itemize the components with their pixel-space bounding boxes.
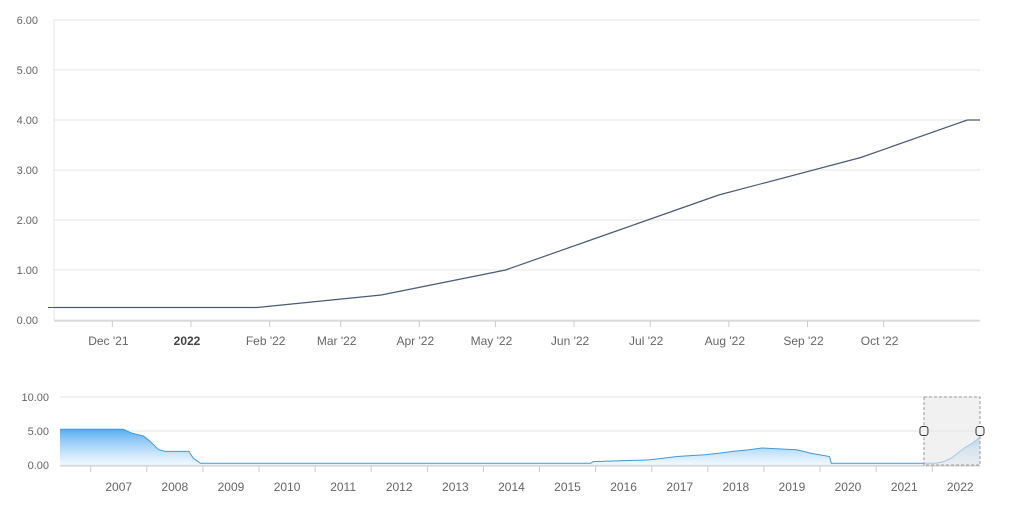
main-x-tick-label: Mar '22 bbox=[317, 334, 357, 348]
main-y-tick-label: 1.00 bbox=[17, 265, 38, 277]
main-y-tick-label: 5.00 bbox=[17, 65, 38, 77]
main-x-tick-label: 2022 bbox=[174, 334, 201, 348]
main-series bbox=[48, 119, 980, 309]
navigator-gridlines bbox=[60, 396, 980, 466]
navigator-y-tick-label: 10.00 bbox=[21, 392, 49, 404]
navigator-left-handle[interactable] bbox=[919, 426, 929, 436]
navigator-series-area bbox=[60, 429, 980, 465]
main-plot: 0.00 1.00 2.00 3.00 4.00 5.00 6.00 Dec '21 2022… bbox=[17, 15, 980, 348]
main-x-tick-label: Sep '22 bbox=[783, 334, 824, 348]
main-x-tick-label: Apr '22 bbox=[396, 334, 434, 348]
navigator-selection[interactable] bbox=[919, 396, 985, 466]
main-x-tick-label: May '22 bbox=[471, 334, 513, 348]
navigator-x-tick-label: 2011 bbox=[330, 480, 356, 494]
navigator-x-axis: 2007 2008 2009 2010 2011 2012 2013 2014 2015 2016… bbox=[60, 465, 980, 494]
main-x-tick-label: Aug '22 bbox=[705, 334, 746, 348]
main-x-tick-label: Jul '22 bbox=[629, 334, 664, 348]
navigator-x-tick-label: 2008 bbox=[161, 480, 188, 494]
navigator-x-tick-label: 2007 bbox=[105, 480, 132, 494]
navigator-y-axis: 0.00 5.00 10.00 bbox=[21, 392, 49, 472]
navigator-right-handle[interactable] bbox=[975, 426, 985, 436]
navigator-series-line bbox=[60, 428, 980, 464]
main-y-tick-label: 4.00 bbox=[17, 115, 38, 127]
navigator-x-tick-label: 2016 bbox=[610, 480, 637, 494]
navigator-x-tick-label: 2013 bbox=[442, 480, 469, 494]
main-x-tick-label: Feb '22 bbox=[246, 334, 286, 348]
navigator-x-tick-label: 2010 bbox=[274, 480, 301, 494]
main-x-axis: Dec '21 2022 Feb '22 Mar '22 Apr '22 May '22 J… bbox=[54, 320, 980, 348]
main-x-tick-label: Dec '21 bbox=[88, 334, 129, 348]
main-gridlines bbox=[53, 19, 980, 321]
main-y-tick-label: 0.00 bbox=[17, 315, 38, 327]
navigator-x-tick-label: 2009 bbox=[218, 480, 245, 494]
main-y-tick-label: 6.00 bbox=[17, 15, 38, 27]
navigator-series bbox=[60, 428, 980, 465]
navigator-selection-window[interactable] bbox=[923, 396, 981, 466]
main-series-line bbox=[54, 119, 980, 309]
navigator-x-tick-label: 2012 bbox=[386, 480, 413, 494]
main-x-tick-label: Oct '22 bbox=[861, 334, 899, 348]
navigator-x-tick-label: 2018 bbox=[722, 480, 749, 494]
navigator-x-tick-label: 2017 bbox=[666, 480, 693, 494]
main-y-tick-label: 3.00 bbox=[17, 165, 38, 177]
navigator-x-tick-label: 2020 bbox=[835, 480, 862, 494]
navigator-x-tick-label: 2019 bbox=[779, 480, 806, 494]
navigator-x-tick-label: 2021 bbox=[891, 480, 918, 494]
main-y-tick-label: 2.00 bbox=[17, 215, 38, 227]
main-x-tick-label: Jun '22 bbox=[551, 334, 590, 348]
navigator-x-tick-label: 2015 bbox=[554, 480, 581, 494]
navigator-x-tick-label: 2014 bbox=[498, 480, 525, 494]
navigator-y-tick-label: 5.00 bbox=[28, 426, 49, 438]
navigator-y-tick-label: 0.00 bbox=[28, 460, 49, 472]
navigator-x-tick-label: 2022 bbox=[947, 480, 974, 494]
main-y-axis: 0.00 1.00 2.00 3.00 4.00 5.00 6.00 bbox=[17, 15, 38, 327]
